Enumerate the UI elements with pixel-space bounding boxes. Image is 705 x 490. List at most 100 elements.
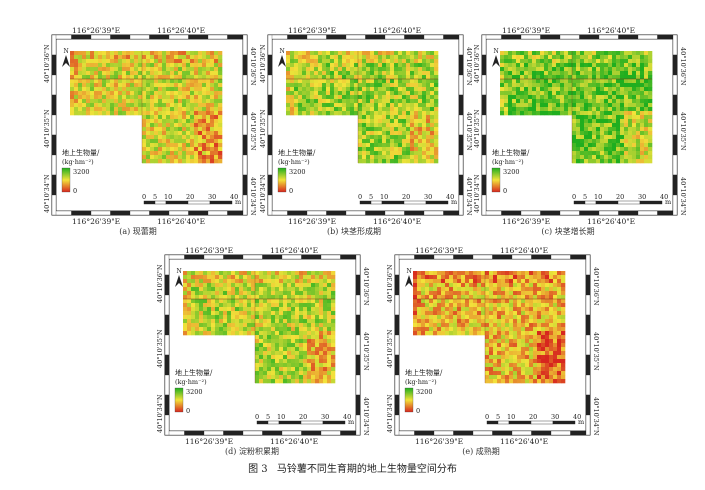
raster-cell [398,55,403,60]
raster-cell [330,67,335,72]
raster-cell [331,323,336,328]
raster-cell [529,347,534,352]
raster-cell [146,127,151,132]
raster-cell [182,139,187,144]
raster-cell [521,311,526,316]
raster-cell [561,303,566,308]
raster-cell [342,95,347,100]
raster-cell [275,275,280,280]
raster-cell [418,51,423,56]
raster-cell [449,323,454,328]
raster-cell [429,303,434,308]
raster-cell [410,103,415,108]
raster-cell [303,295,308,300]
raster-cell [295,343,300,348]
raster-cell [584,143,589,148]
raster-cell [417,271,422,276]
raster-cell [584,159,589,164]
raster-cell [628,55,633,60]
raster-cell [489,359,494,364]
raster-cell [505,315,510,320]
raster-cell [604,111,609,116]
raster-cell [537,295,542,300]
raster-cell [295,379,300,384]
raster-cell [561,343,566,348]
raster-cell [644,147,649,152]
raster-cell [406,63,411,68]
raster-cell [421,291,426,296]
raster-cell [414,55,419,60]
raster-cell [182,55,187,60]
legend-color-bar [174,387,184,413]
raster-cell [315,315,320,320]
raster-cell [326,51,331,56]
raster-cell [311,311,316,316]
frame-tick [618,210,639,216]
raster-cell [122,107,127,112]
raster-cell [616,151,621,156]
raster-cell [315,299,320,304]
raster-cell [327,339,332,344]
legend-color-bar [61,167,71,193]
raster-cell [644,107,649,112]
lat-label-left: 40°10'36"N [473,44,481,83]
frame-tick [458,194,464,216]
raster-cell [247,327,252,332]
raster-cell [398,151,403,156]
raster-cell [162,55,167,60]
frame-tick [453,254,474,260]
raster-cell [422,123,427,128]
raster-cell [286,111,291,116]
raster-cell [366,79,371,84]
raster-cell [170,55,175,60]
raster-cell [513,315,518,320]
raster-cell [517,371,522,376]
north-arrow-icon [175,275,183,287]
raster-cell [612,119,617,124]
raster-cell [370,103,375,108]
raster-cell [549,275,554,280]
raster-cell [612,79,617,84]
raster-cell [441,307,446,312]
raster-cell [178,147,183,152]
raster-cell [422,111,427,116]
raster-cell [374,159,379,164]
raster-cell [323,307,328,312]
raster-cell [255,323,260,328]
raster-cell [406,83,411,88]
raster-cell [485,311,490,316]
raster-cell [406,159,411,164]
raster-cell [513,367,518,372]
raster-cell [214,79,219,84]
raster-cell [517,359,522,364]
raster-cell [489,291,494,296]
raster-cell [426,63,431,68]
raster-cell [338,87,343,92]
raster-cell [122,75,127,80]
raster-cell [286,95,291,100]
raster-cell [422,55,427,60]
raster-cell [162,67,167,72]
raster-cell [564,79,569,84]
raster-cell [162,123,167,128]
raster-cell [271,339,276,344]
raster-cell [122,103,127,108]
raster-cell [529,287,534,292]
raster-cell [219,287,224,292]
raster-cell [504,83,509,88]
raster-cell [330,79,335,84]
raster-cell [214,95,219,100]
raster-cell [612,99,617,104]
raster-cell [259,299,264,304]
raster-cell [557,291,562,296]
raster-cell [150,103,155,108]
raster-cell [437,287,442,292]
raster-cell [243,315,248,320]
raster-cell [572,71,577,76]
raster-cell [259,335,264,340]
raster-cell [271,351,276,356]
scale-bar-segment [165,200,189,205]
raster-cell [644,119,649,124]
raster-cell [315,379,320,384]
raster-cell [588,115,593,120]
